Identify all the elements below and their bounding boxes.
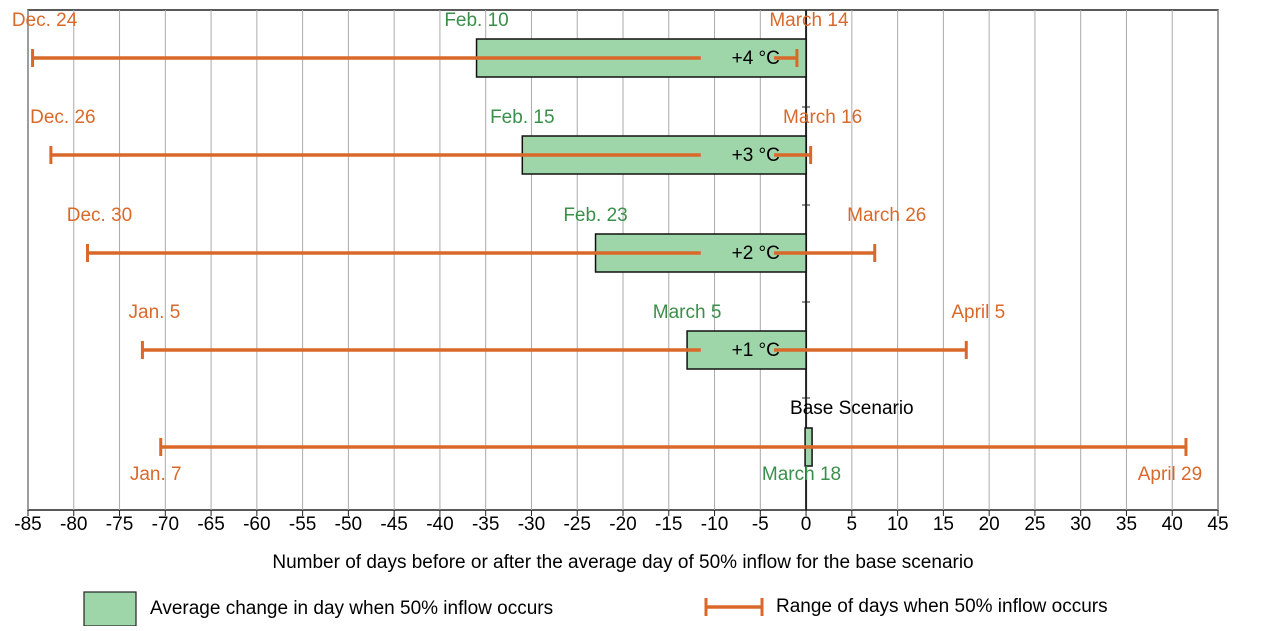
- x-tick-label: -75: [106, 514, 133, 535]
- x-tick-label: -45: [380, 514, 407, 535]
- x-tick-label: -55: [289, 514, 316, 535]
- low-date: Dec. 30: [67, 205, 132, 226]
- label-backdrop: [700, 241, 775, 265]
- label-backdrop: [700, 46, 775, 70]
- x-tick-label: -15: [655, 514, 682, 535]
- low-date: Dec. 24: [12, 10, 78, 31]
- high-date: March 14: [769, 10, 849, 31]
- legend-bar-swatch: [83, 591, 137, 627]
- x-tick-label: 0: [801, 514, 812, 535]
- high-date: March 16: [783, 107, 862, 128]
- x-tick-label: -30: [518, 514, 545, 535]
- x-tick-label: 10: [887, 514, 908, 535]
- category-label: Base Scenario: [790, 398, 914, 419]
- x-tick-label: -65: [197, 514, 224, 535]
- legend-range-label: Range of days when 50% inflow occurs: [776, 596, 1108, 617]
- bar-date: March 5: [653, 302, 722, 323]
- x-tick-label: 5: [847, 514, 858, 535]
- x-tick-label: -5: [752, 514, 769, 535]
- high-date: April 5: [951, 302, 1005, 323]
- bar-date: Feb. 15: [490, 107, 554, 128]
- high-date: April 29: [1138, 464, 1202, 485]
- x-tick-label: 35: [1116, 514, 1137, 535]
- category-label: +3 °C: [732, 145, 780, 166]
- legend-bar-label: Average change in day when 50% inflow oc…: [150, 598, 553, 619]
- category-label: +2 °C: [732, 243, 780, 264]
- x-tick-label: 25: [1024, 514, 1045, 535]
- low-date: Jan. 7: [130, 464, 182, 485]
- x-tick-label: -60: [243, 514, 270, 535]
- bar-date: Feb. 23: [563, 205, 627, 226]
- x-tick-label: -35: [472, 514, 499, 535]
- x-tick-label: 30: [1070, 514, 1091, 535]
- category-label: +4 °C: [732, 48, 780, 69]
- x-tick-label: 15: [933, 514, 954, 535]
- x-axis-label: Number of days before or after the avera…: [272, 552, 973, 573]
- label-backdrop: [700, 338, 775, 362]
- x-tick-label: -20: [609, 514, 636, 535]
- x-tick-label: -10: [701, 514, 728, 535]
- x-tick-label: 20: [979, 514, 1000, 535]
- bar-date: Feb. 10: [444, 10, 508, 31]
- x-tick-label: -25: [563, 514, 590, 535]
- x-tick-label: -70: [152, 514, 179, 535]
- category-label: +1 °C: [732, 340, 780, 361]
- x-tick-label: -40: [426, 514, 453, 535]
- x-tick-label: -85: [14, 514, 41, 535]
- bar-date: March 18: [762, 464, 841, 485]
- legend-range-swatch: [704, 598, 764, 616]
- high-date: March 26: [847, 205, 926, 226]
- x-tick-label: 45: [1207, 514, 1228, 535]
- low-date: Jan. 5: [129, 302, 181, 323]
- low-date: Dec. 26: [30, 107, 95, 128]
- x-tick-label: -50: [335, 514, 362, 535]
- x-tick-label: -80: [60, 514, 87, 535]
- x-tick-label: 40: [1162, 514, 1183, 535]
- label-backdrop: [700, 143, 775, 167]
